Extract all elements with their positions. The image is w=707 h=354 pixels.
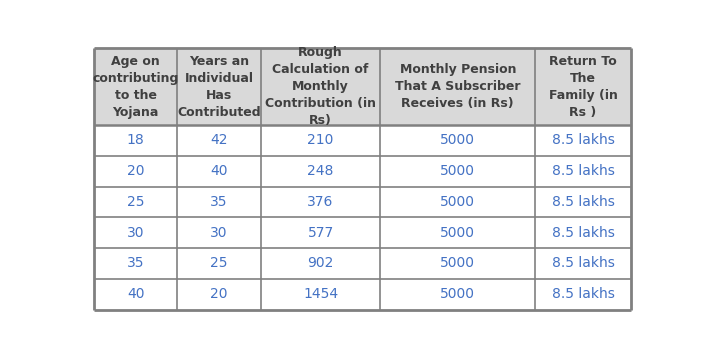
- Bar: [261, 279, 380, 310]
- Text: 30: 30: [127, 226, 144, 240]
- Bar: [177, 48, 261, 125]
- Text: 376: 376: [308, 195, 334, 209]
- Bar: [535, 48, 631, 125]
- Text: Years an
Individual
Has
Contributed: Years an Individual Has Contributed: [177, 55, 261, 119]
- Text: 1454: 1454: [303, 287, 338, 301]
- Text: 248: 248: [308, 164, 334, 178]
- Text: 42: 42: [211, 133, 228, 148]
- Text: 8.5 lakhs: 8.5 lakhs: [551, 195, 614, 209]
- Bar: [535, 156, 631, 187]
- Text: 18: 18: [127, 133, 144, 148]
- Bar: [535, 248, 631, 279]
- Text: Return To
The
Family (in
Rs ): Return To The Family (in Rs ): [549, 55, 617, 119]
- Bar: [94, 279, 177, 310]
- Text: 30: 30: [211, 226, 228, 240]
- Bar: [177, 156, 261, 187]
- Text: 35: 35: [127, 257, 144, 270]
- Bar: [177, 187, 261, 217]
- Bar: [380, 248, 535, 279]
- Bar: [261, 217, 380, 248]
- Text: 902: 902: [308, 257, 334, 270]
- Bar: [380, 217, 535, 248]
- Text: 8.5 lakhs: 8.5 lakhs: [551, 257, 614, 270]
- Bar: [94, 217, 177, 248]
- Bar: [535, 279, 631, 310]
- Bar: [535, 217, 631, 248]
- Text: 20: 20: [127, 164, 144, 178]
- Bar: [177, 125, 261, 156]
- Text: 577: 577: [308, 226, 334, 240]
- Text: 35: 35: [211, 195, 228, 209]
- Bar: [261, 125, 380, 156]
- Bar: [177, 279, 261, 310]
- Text: 25: 25: [127, 195, 144, 209]
- Text: 5000: 5000: [440, 164, 475, 178]
- Text: 25: 25: [211, 257, 228, 270]
- Text: 5000: 5000: [440, 257, 475, 270]
- Bar: [535, 187, 631, 217]
- Text: Monthly Pension
That A Subscriber
Receives (in Rs): Monthly Pension That A Subscriber Receiv…: [395, 63, 520, 110]
- Text: Age on
contributing
to the
Yojana: Age on contributing to the Yojana: [93, 55, 179, 119]
- Text: 8.5 lakhs: 8.5 lakhs: [551, 164, 614, 178]
- Bar: [380, 279, 535, 310]
- Text: 8.5 lakhs: 8.5 lakhs: [551, 133, 614, 148]
- Bar: [261, 248, 380, 279]
- Bar: [94, 187, 177, 217]
- Bar: [177, 248, 261, 279]
- Bar: [94, 156, 177, 187]
- Text: 5000: 5000: [440, 133, 475, 148]
- Bar: [535, 125, 631, 156]
- Bar: [261, 187, 380, 217]
- Bar: [261, 156, 380, 187]
- Text: 20: 20: [211, 287, 228, 301]
- Bar: [94, 248, 177, 279]
- Bar: [94, 48, 177, 125]
- Bar: [177, 217, 261, 248]
- Bar: [261, 48, 380, 125]
- Bar: [380, 125, 535, 156]
- Bar: [380, 156, 535, 187]
- Text: 5000: 5000: [440, 226, 475, 240]
- Text: 40: 40: [127, 287, 144, 301]
- Text: 210: 210: [308, 133, 334, 148]
- Bar: [94, 125, 177, 156]
- Text: 8.5 lakhs: 8.5 lakhs: [551, 226, 614, 240]
- Text: 5000: 5000: [440, 287, 475, 301]
- Bar: [380, 48, 535, 125]
- Bar: [380, 187, 535, 217]
- Text: Rough
Calculation of
Monthly
Contribution (in
Rs): Rough Calculation of Monthly Contributio…: [265, 46, 376, 127]
- Text: 5000: 5000: [440, 195, 475, 209]
- Text: 8.5 lakhs: 8.5 lakhs: [551, 287, 614, 301]
- Text: 40: 40: [211, 164, 228, 178]
